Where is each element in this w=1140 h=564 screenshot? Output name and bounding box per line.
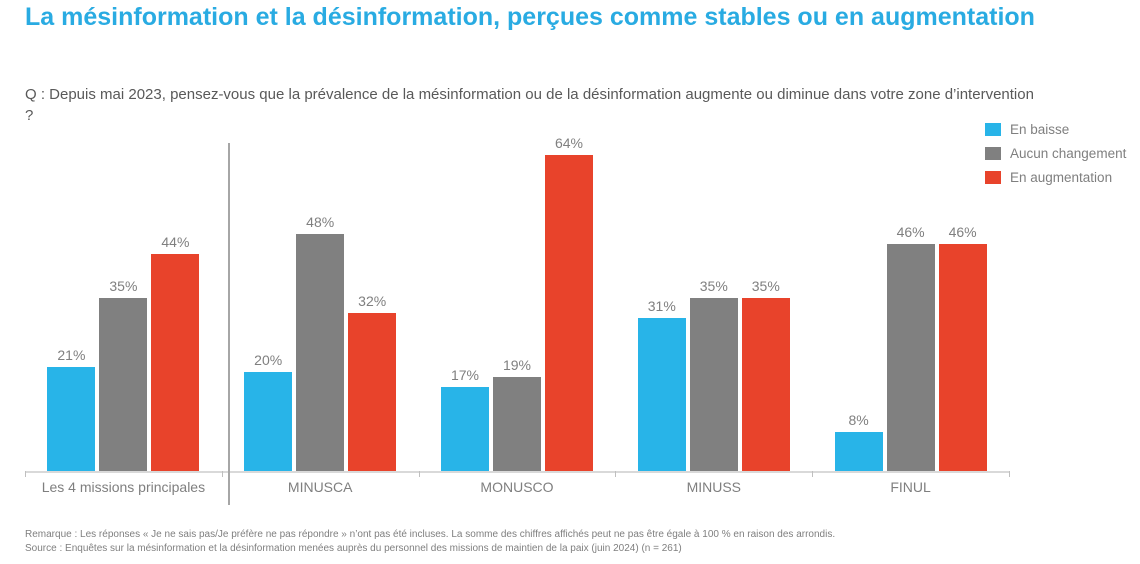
category-label-finul: FINUL [890, 479, 931, 495]
bar-en-baisse [440, 387, 489, 471]
bar-aucun-changement [296, 234, 345, 471]
plot-area: 21% 35% 44% Les 4 missions principales 20% 48… [25, 135, 1009, 495]
bar-value-label: 44% [161, 233, 190, 250]
bar-en-augmentation [741, 298, 790, 471]
legend-swatch-en-baisse [985, 122, 1001, 136]
bar-value-label: 21% [57, 347, 86, 364]
category-label-les-4-missions-principales: Les 4 missions principales [41, 479, 206, 495]
bar-en-augmentation [151, 253, 200, 471]
bar-value-label: 8% [848, 411, 869, 428]
footnote-remark: Remarque : Les réponses « Je ne sais pas… [25, 529, 836, 540]
category-label-minuss: MINUSS [686, 479, 742, 495]
legend-swatch-aucun-changement [985, 146, 1001, 160]
bar-value-label: 35% [699, 278, 728, 295]
category-label-minusca: MINUSCA [287, 479, 353, 495]
survey-question-text: Q : Depuis mai 2023, pensez-vous que la … [25, 86, 1034, 124]
bar-value-label: 31% [647, 297, 676, 314]
legend-swatch-en-augmentation [985, 170, 1001, 184]
bar-value-label: 46% [896, 223, 925, 240]
bar-en-baisse [834, 431, 883, 471]
bar-value-label: 17% [450, 367, 479, 384]
axis-tick [1009, 471, 1010, 477]
legend-item-aucun-changement: Aucun changement [985, 145, 1127, 161]
bar-group-les-4-missions-principales: 21% 35% 44% Les 4 missions principales [25, 140, 222, 495]
legend-item-en-augmentation: En augmentation [985, 169, 1126, 185]
page-title: La mésinformation et la désinformation, … [25, 3, 1035, 31]
bar-value-label: 46% [948, 223, 977, 240]
axis-tick [615, 471, 617, 477]
bar-value-label: 48% [306, 214, 335, 230]
footnote-source: Source : Enquêtes sur la mésinformation … [25, 542, 682, 554]
bar-value-label: 19% [502, 357, 531, 374]
bar-en-augmentation [348, 313, 397, 471]
bar-value-label: 32% [358, 293, 387, 309]
footnotes: Remarque : Les réponses « Je ne sais pas… [25, 528, 1125, 555]
legend-label-en-augmentation: En augmentation [1010, 169, 1113, 185]
group-divider-line [228, 143, 230, 505]
chart-legend: En baisse Aucun changement En augmentation [985, 122, 1126, 194]
axis-tick [221, 471, 223, 477]
bar-en-augmentation [938, 243, 987, 471]
category-label-monusco: MONUSCO [480, 479, 554, 495]
legend-label-aucun-changement: Aucun changement [1010, 145, 1127, 161]
bar-group-monusco: 17% 19% 64% MONUSCO [419, 135, 616, 495]
legend-label-en-baisse: En baisse [1010, 121, 1070, 137]
x-axis-line [25, 471, 1010, 473]
bar-en-baisse [637, 317, 686, 471]
bar-en-augmentation [544, 155, 593, 471]
bar-value-label: 35% [109, 278, 138, 295]
bar-en-baisse [47, 367, 96, 471]
bar-aucun-changement [689, 298, 738, 471]
axis-tick [25, 471, 26, 477]
legend-item-en-baisse: En baisse [985, 121, 1126, 137]
bar-group-minusca: 20% 48% 32% MINUSCA [222, 140, 419, 495]
bar-group-minuss: 31% 35% 35% MINUSS [615, 140, 812, 495]
axis-tick [812, 471, 814, 477]
bar-en-baisse [244, 372, 293, 471]
bar-aucun-changement [886, 243, 935, 471]
bar-aucun-changement [492, 377, 541, 471]
axis-tick [418, 471, 420, 477]
bar-value-label: 64% [554, 135, 583, 151]
bar-aucun-changement [99, 298, 148, 471]
bar-group-finul: 8% 46% 46% FINUL [812, 140, 1009, 495]
bar-value-label: 35% [751, 278, 780, 295]
bar-value-label: 20% [254, 352, 283, 369]
